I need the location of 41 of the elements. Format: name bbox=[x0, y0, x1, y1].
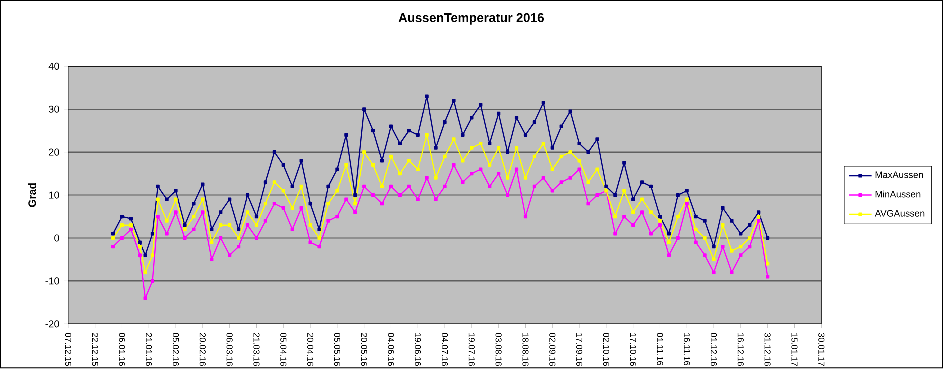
x-tick-label: 17.09.16 bbox=[576, 334, 583, 366]
x-tick-label: 16.12.16 bbox=[738, 334, 744, 366]
x-tick-label: 20.04.16 bbox=[307, 333, 314, 366]
x-tick-label: 17.10.16 bbox=[630, 334, 636, 366]
x-tick-label: 15.01.17 bbox=[792, 334, 798, 366]
y-tick-label: -10 bbox=[46, 278, 60, 285]
legend-label: MaxAussen bbox=[876, 172, 924, 178]
y-tick-label: 10 bbox=[49, 192, 60, 199]
x-tick-label: 05.04.16 bbox=[280, 333, 287, 366]
x-tick-label: 19.06.16 bbox=[415, 334, 422, 366]
x-tick-label: 30.01.17 bbox=[818, 333, 825, 366]
x-tick-label: 06.03.16 bbox=[226, 333, 233, 366]
x-tick-label: 01.12.16 bbox=[710, 333, 718, 366]
legend-label: MinAussen bbox=[876, 190, 921, 198]
legend-label: AVGAussen bbox=[875, 210, 925, 217]
x-tick-label: 02.09.16 bbox=[550, 333, 556, 366]
x-tick-label: 04.06.16 bbox=[388, 333, 394, 366]
x-tick-label: 05.05.16 bbox=[334, 333, 340, 366]
x-tick-label: 21.03.16 bbox=[254, 333, 260, 366]
y-tick-label: -20 bbox=[46, 320, 60, 328]
x-tick-label: 01.11.16 bbox=[657, 333, 664, 366]
x-tick-label: 19.07.16 bbox=[468, 334, 475, 366]
x-tick-label: 21.01.16 bbox=[146, 333, 152, 366]
y-tick-label: 30 bbox=[49, 106, 60, 113]
y-tick-label: 0 bbox=[54, 234, 60, 242]
y-tick-label: 20 bbox=[49, 148, 60, 156]
x-tick-label: 16.11.16 bbox=[684, 334, 690, 366]
x-tick-label: 07.12.15 bbox=[65, 333, 72, 366]
y-tick-label: 40 bbox=[48, 62, 60, 70]
x-tick-label: 05.02.16 bbox=[172, 333, 180, 366]
x-tick-label: 20.05.16 bbox=[361, 333, 368, 366]
x-tick-label: 18.08.16 bbox=[522, 334, 529, 366]
x-tick-label: 06.01.16 bbox=[119, 333, 126, 366]
x-tick-label: 02.10.16 bbox=[603, 333, 610, 366]
y-axis-title: Grad bbox=[28, 184, 36, 208]
chart-title: AussenTemperatur 2016 bbox=[398, 13, 544, 25]
x-tick-label: 31.12.16 bbox=[764, 333, 771, 366]
x-tick-label: 03.08.16 bbox=[496, 333, 502, 366]
x-tick-label: 20.02.16 bbox=[200, 333, 206, 366]
x-tick-label: 04.07.16 bbox=[442, 333, 448, 366]
x-tick-label: 22.12.15 bbox=[92, 333, 98, 366]
